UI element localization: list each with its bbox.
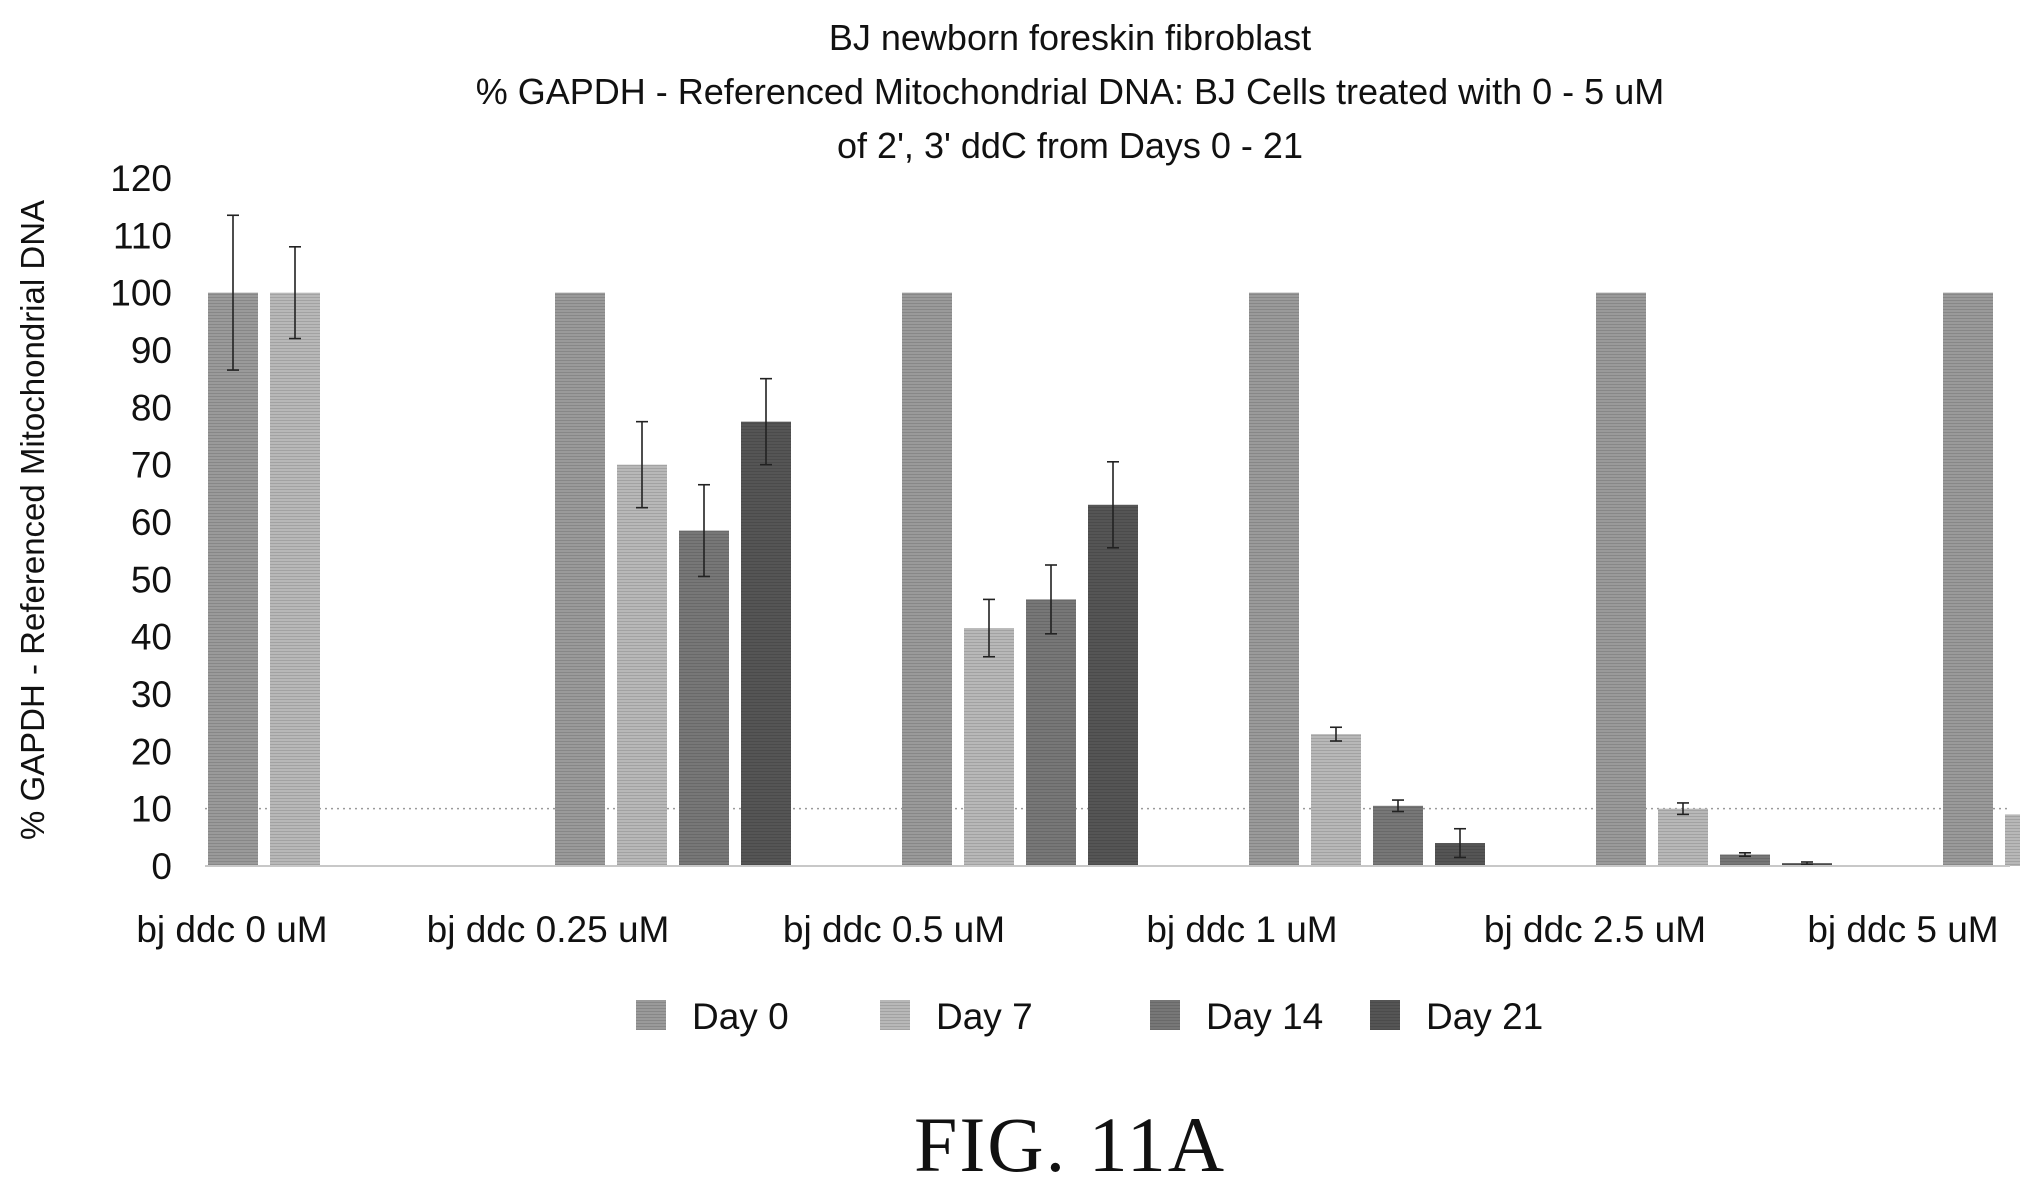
category-label: bj ddc 5 uM <box>1807 909 1998 950</box>
legend-item: Day 21 <box>1370 996 1543 1037</box>
legend-label: Day 7 <box>936 996 1033 1037</box>
bar-texture <box>1026 599 1076 866</box>
bar <box>1596 292 1646 867</box>
chart-title-line-1: BJ newborn foreskin fibroblast <box>829 17 1311 58</box>
legend-swatch-texture <box>1370 1000 1400 1030</box>
bar-texture <box>617 464 667 866</box>
bar <box>1658 808 1708 866</box>
y-axis-ticks: 0 10 20 30 40 50 60 70 80 90 100 110 120 <box>110 158 172 887</box>
error-bar <box>1392 799 1404 813</box>
error-bar <box>227 214 239 371</box>
y-tick-label: 80 <box>131 387 172 428</box>
legend-item: Day 7 <box>880 996 1033 1037</box>
bar-texture <box>555 292 605 867</box>
error-bar <box>1454 827 1466 859</box>
bar-texture <box>902 292 952 867</box>
legend-label: Day 0 <box>692 996 789 1037</box>
bar <box>1373 805 1423 866</box>
error-bar <box>1801 861 1813 866</box>
bar <box>741 421 791 866</box>
bar <box>1026 599 1076 866</box>
category-label: bj ddc 0.5 uM <box>783 909 1005 950</box>
bar <box>902 292 952 867</box>
category-labels: bj ddc 0 uM bj ddc 0.25 uM bj ddc 0.5 uM bj… <box>136 909 1998 950</box>
error-bar <box>1677 802 1689 816</box>
bar <box>617 464 667 866</box>
bar <box>1088 504 1138 866</box>
y-tick-label: 40 <box>131 617 172 658</box>
bar <box>1943 292 1993 867</box>
error-bar <box>698 483 710 578</box>
chart-title-line-3: of 2', 3' ddC from Days 0 - 21 <box>837 125 1303 166</box>
bar <box>1249 292 1299 867</box>
error-bar <box>1045 564 1057 635</box>
error-bar <box>1107 460 1119 549</box>
error-bar <box>1739 852 1751 858</box>
legend-label: Day 14 <box>1206 996 1323 1037</box>
legend-swatch-texture <box>636 1000 666 1030</box>
y-axis-label: % GAPDH - Referenced Mitochondrial DNA <box>14 200 51 840</box>
y-tick-label: 30 <box>131 674 172 715</box>
y-tick-label: 60 <box>131 502 172 543</box>
bar <box>679 530 729 866</box>
legend-label: Day 21 <box>1426 996 1543 1037</box>
bar-texture <box>1596 292 1646 867</box>
bar <box>2005 814 2020 866</box>
bar-texture <box>964 628 1014 866</box>
bar-texture <box>1720 854 1770 866</box>
bar-texture <box>2005 814 2020 866</box>
y-tick-label: 50 <box>131 559 172 600</box>
y-tick-label: 70 <box>131 445 172 486</box>
category-label: bj ddc 1 uM <box>1146 909 1337 950</box>
bar <box>1311 734 1361 866</box>
bar <box>964 628 1014 866</box>
error-bar <box>289 246 301 340</box>
legend-swatch-texture <box>880 1000 910 1030</box>
bar-texture <box>741 421 791 866</box>
bar-texture <box>1088 504 1138 866</box>
figure-caption: FIG. 11A <box>914 1101 1226 1188</box>
error-bar <box>983 598 995 658</box>
category-label: bj ddc 0.25 uM <box>427 909 670 950</box>
y-tick-label: 0 <box>151 846 172 887</box>
y-tick-label: 110 <box>113 215 172 256</box>
legend: Day 0 Day 7 Day 14 Day 21 <box>636 996 1543 1037</box>
chart-title-line-2: % GAPDH - Referenced Mitochondrial DNA: … <box>476 71 1664 112</box>
bar <box>1720 854 1770 866</box>
error-bar <box>1330 726 1342 742</box>
y-tick-label: 100 <box>110 273 172 314</box>
category-label: bj ddc 2.5 uM <box>1484 909 1706 950</box>
bar-texture <box>679 530 729 866</box>
bar <box>208 292 258 867</box>
bar-texture <box>1373 805 1423 866</box>
bars-layer <box>208 292 2020 867</box>
bar <box>555 292 605 867</box>
bar-texture <box>1658 808 1708 866</box>
legend-item: Day 14 <box>1150 996 1323 1037</box>
error-bars-layer <box>227 214 1813 866</box>
error-bar <box>760 377 772 466</box>
legend-swatch-texture <box>1150 1000 1180 1030</box>
y-tick-label: 10 <box>131 789 172 830</box>
bar-texture <box>208 292 258 867</box>
bar <box>270 292 320 867</box>
bar-texture <box>270 292 320 867</box>
y-tick-label: 90 <box>131 330 172 371</box>
error-bar <box>636 420 648 509</box>
y-tick-label: 120 <box>110 158 172 199</box>
bar-texture <box>1943 292 1993 867</box>
bar-texture <box>1311 734 1361 866</box>
legend-item: Day 0 <box>636 996 789 1037</box>
category-label: bj ddc 0 uM <box>136 909 327 950</box>
bar-texture <box>1249 292 1299 867</box>
y-tick-label: 20 <box>131 731 172 772</box>
